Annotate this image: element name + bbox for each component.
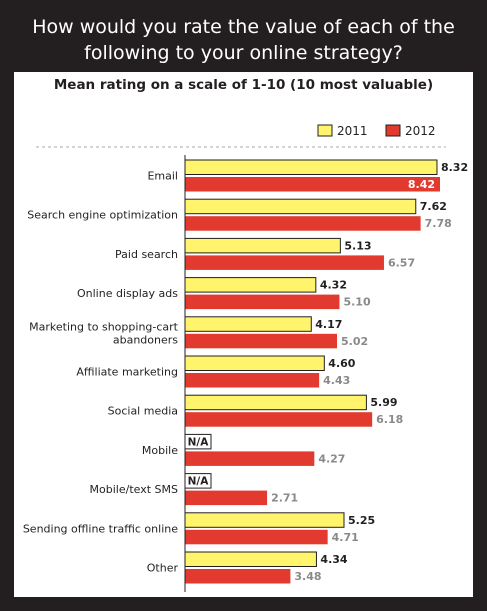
bar-2012: [185, 177, 440, 192]
data-label-2012: 4.43: [323, 374, 350, 387]
data-label-2011: 5.99: [370, 396, 397, 409]
data-label-2012: 4.27: [318, 452, 345, 465]
data-label-2011: N/A: [188, 436, 210, 448]
bar-2012: [185, 255, 384, 270]
bar-2011: [184, 551, 317, 567]
chart-title-line-1: How would you rate the value of each of …: [32, 16, 455, 38]
data-label-2011: 5.13: [344, 239, 371, 252]
category-label: Mobile/text SMS: [90, 483, 178, 496]
category-label: Mobile: [142, 444, 178, 457]
data-label-2012: 3.48: [294, 570, 321, 583]
category-label: Social media: [108, 405, 178, 418]
data-label-2011: N/A: [188, 476, 210, 488]
category-label: Marketing to shopping-cart: [29, 320, 179, 333]
data-label-2012: 4.71: [332, 531, 359, 544]
category-label: Email: [147, 170, 178, 183]
category-label: abandoners: [113, 333, 178, 346]
category-label: Sending offline traffic online: [23, 522, 178, 535]
bar-2012: [185, 373, 320, 388]
data-label-2011: 8.32: [441, 161, 468, 174]
legend-label-2011: 2011: [337, 124, 368, 138]
category-label: Paid search: [115, 248, 178, 261]
bar-2012: [185, 333, 338, 349]
bar-2011: [184, 159, 438, 175]
bar-2012: [185, 451, 315, 466]
legend-swatch-2012: [385, 124, 401, 137]
bar-2011: [184, 512, 345, 528]
chart-title-line-2: following to your online strategy?: [84, 42, 403, 64]
bar-2012: [185, 490, 268, 506]
bar-2012: [185, 569, 291, 584]
chart-subtitle: Mean rating on a scale of 1-10 (10 most …: [53, 77, 434, 93]
legend-label-2012: 2012: [405, 124, 436, 138]
bar-2012: [185, 294, 340, 310]
data-label-2011: 4.34: [320, 553, 347, 566]
data-label-2012: 5.10: [343, 296, 370, 309]
data-label-2012: 6.57: [388, 256, 415, 269]
data-label-2012: 2.71: [271, 492, 298, 505]
bar-2011: [184, 198, 417, 215]
category-label: Affiliate marketing: [76, 366, 178, 379]
bar-2011: [184, 355, 325, 371]
data-label-2011: 4.17: [315, 318, 342, 331]
data-label-2011: 4.60: [328, 357, 355, 370]
category-label: Other: [147, 562, 179, 575]
data-label-2012: 7.78: [425, 217, 452, 230]
bar-2012: [185, 529, 328, 545]
data-label-2012: 8.42: [408, 178, 435, 191]
bar-2011: [184, 394, 367, 411]
category-label: Online display ads: [77, 287, 178, 300]
bar-2012: [185, 412, 373, 427]
data-label-2011: 5.25: [348, 514, 375, 527]
data-label-2012: 5.02: [341, 335, 368, 348]
bar-2011: [184, 237, 341, 254]
bar-2011: [184, 316, 312, 332]
data-label-2011: 4.32: [320, 279, 347, 292]
data-label-2011: 7.62: [420, 200, 447, 213]
data-label-2012: 6.18: [376, 413, 403, 426]
bar-2011: [184, 277, 317, 293]
category-label: Search engine optimization: [27, 209, 178, 222]
bar-2012: [185, 216, 421, 231]
legend-swatch-2011: [317, 124, 333, 137]
